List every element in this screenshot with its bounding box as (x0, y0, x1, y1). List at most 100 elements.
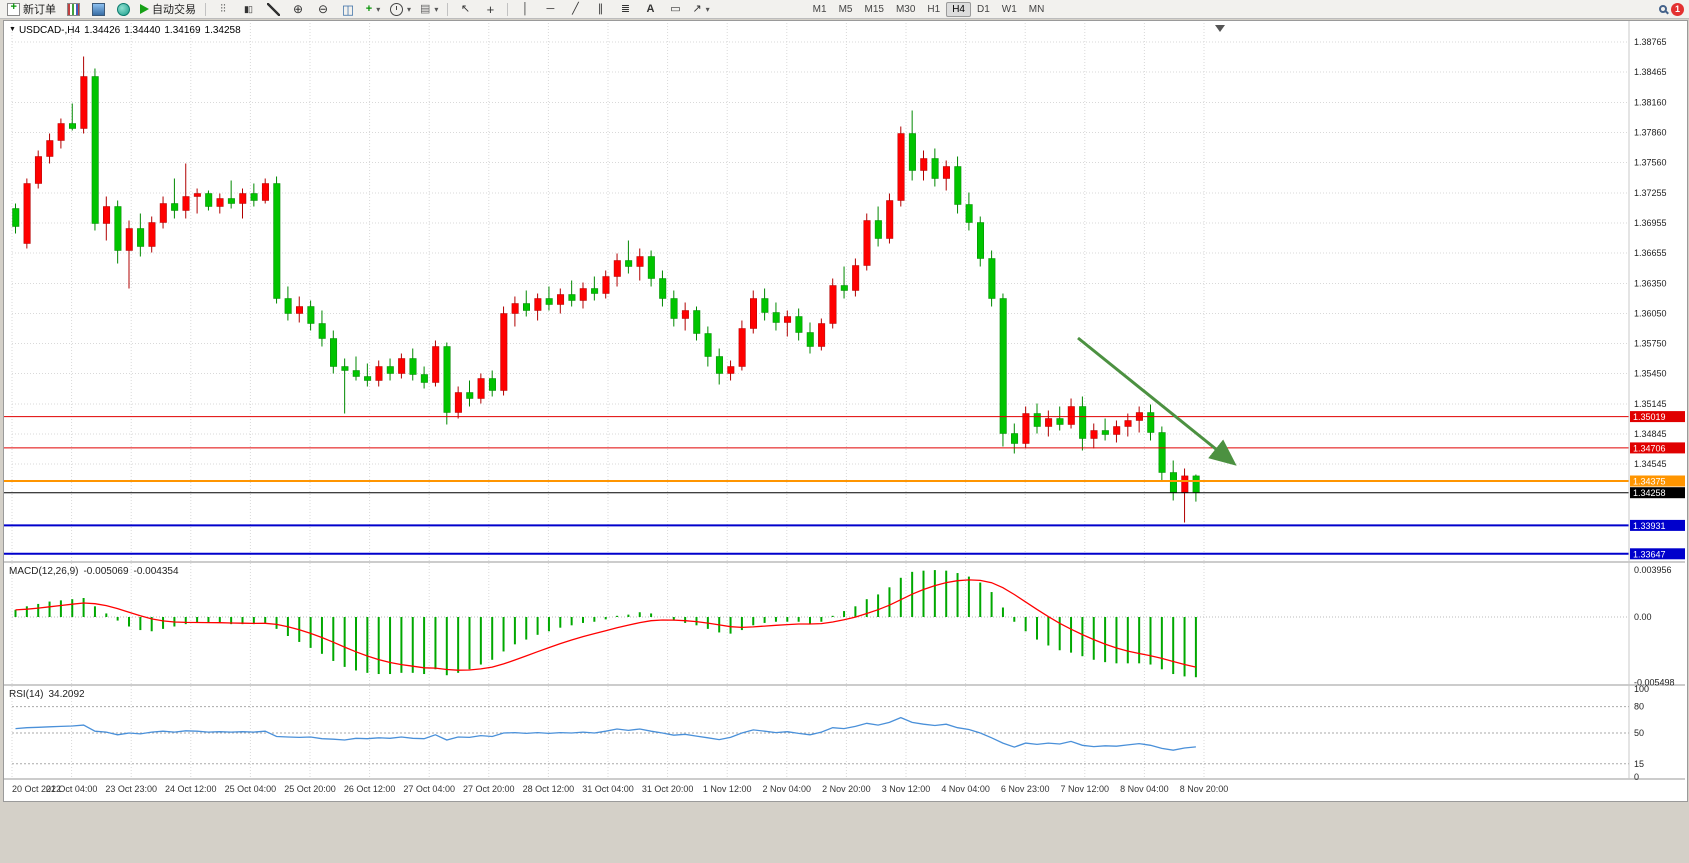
toolbar: 新订单 自动交易 ⫶⫶ ▮▯ ⊕ ⊖ ◫ +▾ ▾ ▤▾ ↖ + │ ─ ╱ ∥… (0, 0, 1689, 19)
candle (659, 278, 667, 299)
cursor-button[interactable]: ↖ (453, 0, 477, 18)
timeframe-m5[interactable]: M5 (838, 3, 853, 15)
candle (261, 183, 269, 201)
crosshair-button[interactable]: + (478, 0, 502, 18)
vertical-line-button[interactable]: │ (513, 0, 537, 18)
timeframe-d1[interactable]: D1 (976, 3, 990, 15)
rsi-axis-label: 0 (1634, 772, 1639, 782)
timeframe-w1[interactable]: W1 (1001, 3, 1017, 15)
candle (1181, 475, 1189, 493)
candle (784, 316, 792, 323)
price-axis-label: 1.35750 (1634, 339, 1667, 349)
crosshair-icon: + (486, 1, 495, 17)
text-button[interactable]: A (638, 0, 662, 18)
candle (920, 158, 928, 171)
candle (568, 294, 576, 301)
text-icon: A (646, 2, 655, 15)
chart-menu-icon[interactable]: ▼ (9, 26, 16, 33)
candle (1033, 413, 1041, 427)
new-chart-button[interactable] (61, 0, 85, 18)
new-order-label: 新订单 (23, 4, 56, 16)
templates-button[interactable]: ▤ ▾ (416, 0, 442, 18)
timeframe-mn[interactable]: MN (1028, 3, 1045, 15)
price-axis-label: 1.37560 (1634, 158, 1667, 168)
candle (908, 133, 916, 171)
candle (1090, 430, 1098, 439)
zoom-in-button[interactable]: ⊕ (286, 0, 310, 18)
price-badge (1630, 519, 1685, 531)
candle (613, 260, 621, 277)
date-label: 6 Nov 23:00 (1001, 784, 1050, 794)
candle (1067, 406, 1075, 425)
mql5-button[interactable] (111, 0, 135, 18)
trend-arrow[interactable] (1077, 336, 1237, 466)
fibonacci-button[interactable]: ≣ (613, 0, 637, 18)
candle (772, 312, 780, 323)
candlestick-chart-button[interactable]: ▮▯ (236, 0, 260, 18)
price-axis-label: 1.38465 (1634, 67, 1667, 77)
date-label: 26 Oct 12:00 (344, 784, 396, 794)
date-label: 7 Nov 12:00 (1061, 784, 1110, 794)
new-order-button[interactable]: 新订单 (3, 0, 60, 18)
channel-button[interactable]: ∥ (588, 0, 612, 18)
indicators-button[interactable]: + ▾ (361, 0, 385, 18)
text-label-button[interactable]: ▭ (663, 0, 687, 18)
horizontal-line-button[interactable]: ─ (538, 0, 562, 18)
timeframe-m1[interactable]: M1 (812, 3, 827, 15)
profiles-button[interactable] (86, 0, 110, 18)
toolbar-separator (447, 2, 449, 16)
candle (352, 370, 360, 377)
candle (318, 323, 326, 339)
candle (591, 288, 599, 294)
macd-value-main: -0.005069 (83, 566, 129, 577)
candle (227, 198, 235, 204)
date-label: 20 Oct 2022 (12, 784, 61, 794)
candle (193, 193, 201, 197)
tile-windows-button[interactable]: ◫ (336, 0, 360, 18)
candle (988, 258, 996, 299)
candle (420, 374, 428, 383)
candle (1147, 412, 1155, 433)
candle (296, 306, 303, 314)
price-axis-label: 1.38160 (1634, 98, 1667, 108)
notification-badge[interactable]: 1 (1671, 2, 1684, 16)
price-badge (1630, 475, 1685, 487)
macd-value-signal: -0.004354 (133, 566, 179, 577)
zoom-out-button[interactable]: ⊖ (311, 0, 335, 18)
candle (818, 323, 826, 347)
arrows-button[interactable]: ↗ ▾ (688, 0, 713, 18)
ohlc-high: 1.34440 (124, 25, 161, 36)
candle (137, 228, 145, 247)
chart-shift-marker[interactable] (1215, 25, 1225, 32)
candle (1101, 430, 1109, 435)
candle (647, 256, 655, 279)
date-label: 8 Nov 04:00 (1120, 784, 1169, 794)
chevron-down-icon: ▾ (434, 4, 439, 14)
candle (625, 260, 633, 267)
search-icon[interactable] (1659, 5, 1667, 13)
periods-button[interactable]: ▾ (386, 0, 415, 18)
timeframe-m30[interactable]: M30 (895, 3, 916, 15)
candle (182, 196, 190, 211)
candle (1056, 418, 1064, 425)
timeframe-h4[interactable]: H4 (946, 1, 971, 17)
date-label: 2 Nov 20:00 (822, 784, 871, 794)
candle (897, 133, 905, 201)
timeframe-h1[interactable]: H1 (927, 3, 941, 15)
trendline-button[interactable]: ╱ (563, 0, 587, 18)
fibonacci-icon: ≣ (620, 2, 631, 15)
candle (715, 356, 723, 374)
price-axis-label: 1.34845 (1634, 429, 1667, 439)
candle (91, 76, 99, 224)
bar-chart-button[interactable]: ⫶⫶ (211, 0, 235, 18)
line-chart-button[interactable] (261, 0, 285, 18)
autotrading-button[interactable]: 自动交易 (136, 0, 200, 18)
candle (488, 378, 496, 391)
timeframe-m15[interactable]: M15 (864, 3, 884, 15)
price-badge-label: 1.34375 (1633, 477, 1666, 487)
candle (874, 220, 882, 239)
candle (125, 228, 133, 251)
candle (942, 166, 950, 179)
trendline-icon: ╱ (572, 2, 579, 15)
